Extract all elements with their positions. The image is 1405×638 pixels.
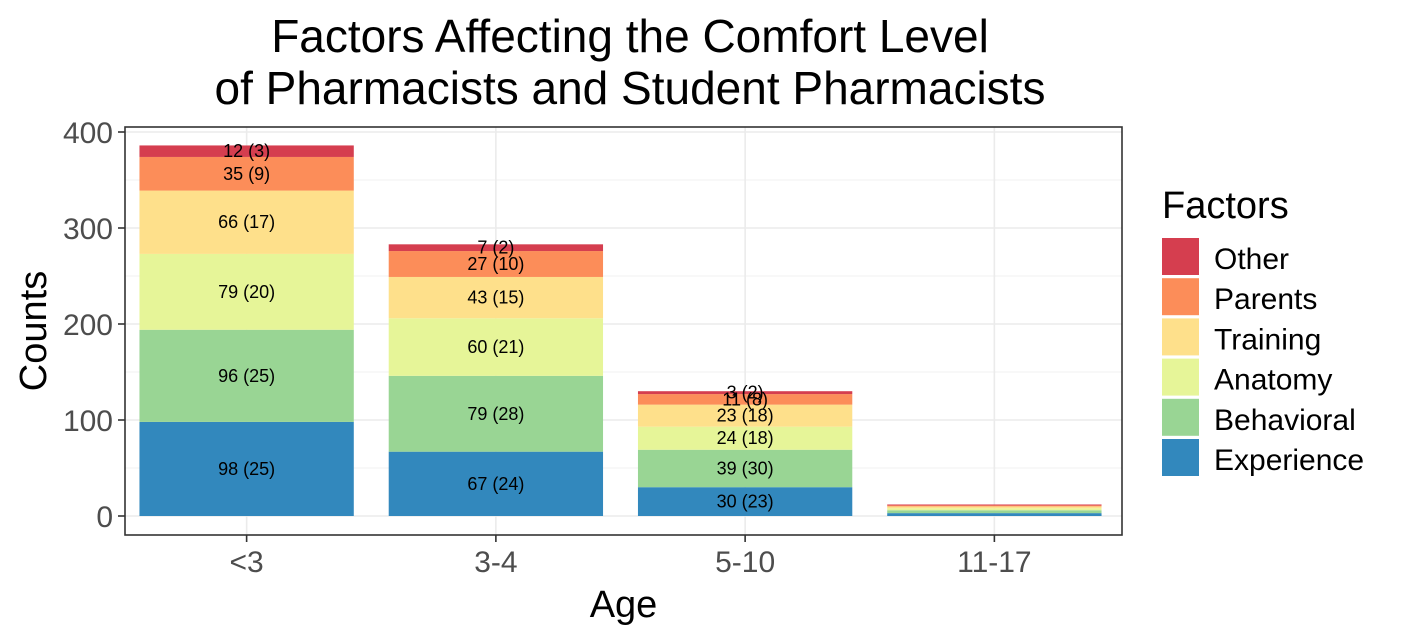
- bar-parents: [139, 156, 354, 191]
- x-tick-label: <3: [230, 546, 264, 579]
- data-label: 7 (2): [477, 238, 514, 258]
- bar-other: [388, 244, 604, 252]
- y-axis-title: Counts: [13, 271, 55, 391]
- x-tick-label: 11-17: [957, 546, 1032, 579]
- data-label: 39 (30): [717, 458, 774, 478]
- bar-training: [388, 276, 604, 319]
- bar-experience: [887, 513, 1102, 516]
- bar-behavioral: [139, 329, 354, 422]
- y-tick-label: 100: [63, 405, 113, 438]
- bar-anatomy: [887, 508, 1102, 511]
- bar-behavioral: [388, 375, 604, 452]
- x-axis-title: Age: [590, 584, 658, 626]
- data-label: 96 (25): [218, 366, 275, 386]
- legend-label-experience: Experience: [1214, 444, 1364, 477]
- bar-behavioral: [637, 449, 853, 488]
- legend-label-parents: Parents: [1214, 283, 1317, 316]
- bar-training: [887, 506, 1102, 509]
- legend-label-other: Other: [1214, 243, 1289, 276]
- data-label: 27 (10): [467, 254, 524, 274]
- bar-behavioral: [887, 510, 1102, 514]
- y-tick-label: 400: [63, 117, 113, 150]
- data-label: 43 (15): [467, 288, 524, 308]
- legend-label-training: Training: [1214, 323, 1321, 356]
- legend-key-training: [1162, 318, 1199, 356]
- plot-border: [124, 126, 1123, 536]
- bar-parents: [637, 394, 853, 405]
- legend-label-anatomy: Anatomy: [1214, 364, 1332, 397]
- legend-title: Factors: [1162, 185, 1289, 227]
- bar-parents: [388, 251, 604, 277]
- data-label: 12 (3): [223, 141, 270, 161]
- data-label: 79 (20): [218, 282, 275, 302]
- data-label: 35 (9): [223, 164, 270, 184]
- data-label: 66 (17): [218, 212, 275, 232]
- data-label: 23 (18): [717, 406, 774, 426]
- legend-key-experience: [1162, 439, 1199, 476]
- bar-anatomy: [139, 253, 354, 330]
- legend-key-anatomy: [1162, 358, 1199, 396]
- data-labels: 98 (25) 96 (25) 79 (20) 66 (17) 35 (9) 12 (3)…: [218, 141, 774, 511]
- axes: 0 100 200 300 400 <3 3-4 5-10 11-17 Age Counts: [13, 117, 1123, 626]
- data-label: 67 (24): [467, 474, 524, 494]
- y-tick-label: 300: [63, 213, 113, 246]
- bar-parents: [887, 505, 1102, 507]
- bar-other: [139, 145, 354, 157]
- y-tick-label: 0: [96, 501, 113, 534]
- bar-other: [637, 391, 853, 395]
- legend-key-other: [1162, 238, 1199, 275]
- bar-other: [887, 504, 1102, 506]
- bar-experience: [637, 487, 853, 516]
- data-label: 11 (8): [722, 389, 768, 409]
- bar-anatomy: [388, 318, 604, 376]
- legend-key-parents: [1162, 278, 1199, 316]
- bar-anatomy: [637, 426, 853, 450]
- data-label: 3 (2): [727, 383, 764, 403]
- legend-key-behavioral: [1162, 398, 1199, 436]
- legend-label-behavioral: Behavioral: [1214, 404, 1356, 437]
- data-label: 79 (28): [467, 404, 524, 424]
- chart-title-line: Factors Affecting the Comfort Level: [271, 10, 989, 62]
- bar-experience: [388, 451, 604, 516]
- bar-training: [637, 404, 853, 427]
- chart-title-line: of Pharmacists and Student Pharmacists: [215, 62, 1046, 114]
- data-label: 24 (18): [717, 428, 774, 448]
- x-tick-label: 3-4: [474, 546, 517, 579]
- bar-experience: [139, 421, 354, 516]
- x-tick-label: 5-10: [715, 546, 775, 579]
- data-label: 98 (25): [218, 459, 275, 479]
- legend: Factors Other Parents Training Anatomy Behavi…: [1162, 185, 1364, 477]
- data-label: 60 (21): [467, 337, 524, 357]
- data-label: 30 (23): [717, 492, 774, 512]
- y-tick-label: 200: [63, 309, 113, 342]
- bars: [139, 145, 1102, 516]
- bar-training: [139, 190, 354, 254]
